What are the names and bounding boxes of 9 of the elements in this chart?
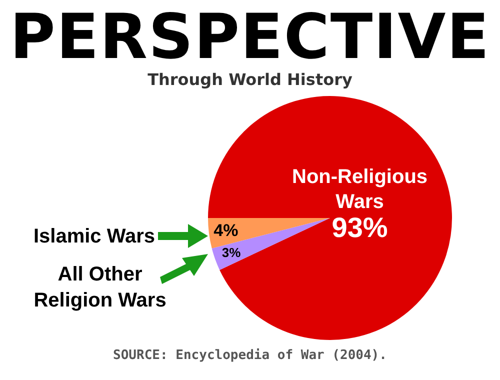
slice-label: Non-Religious Wars — [292, 166, 428, 213]
source-note: SOURCE: Encyclopedia of War (2004). — [112, 348, 388, 363]
data-label: 93% — [332, 212, 388, 244]
chart-subtitle: Through World History — [146, 70, 354, 89]
slice-label: Islamic Wars — [33, 226, 155, 248]
chart-title: PERSPECTIVE — [8, 0, 492, 73]
data-label: 4% — [214, 220, 238, 240]
slice-label: All Other Religion Wars — [34, 264, 166, 312]
data-label: 3% — [222, 245, 242, 260]
